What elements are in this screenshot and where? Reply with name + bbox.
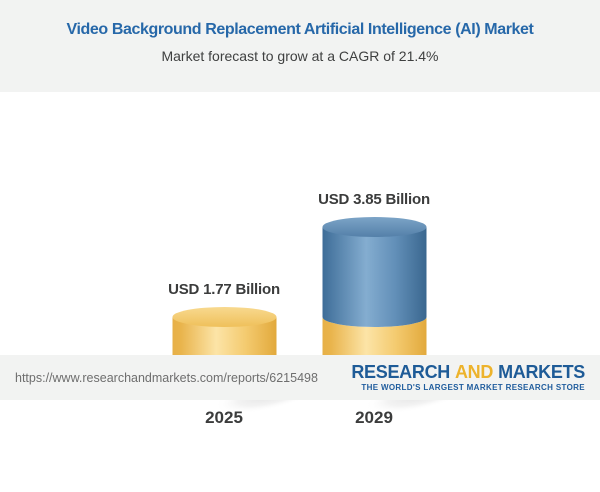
page-title: Video Background Replacement Artificial … [66, 21, 534, 38]
market-infographic: Video Background Replacement Artificial … [0, 0, 600, 427]
chart-area: USD 1.77 Billion USD 3.85 Billion 2025 2… [0, 92, 600, 427]
report-url: https://www.researchandmarkets.com/repor… [15, 370, 318, 385]
footer: https://www.researchandmarkets.com/repor… [0, 355, 600, 400]
category-label-2025: 2025 [205, 408, 243, 427]
research-and-markets-logo: RESEARCH AND MARKETS THE WORLD'S LARGEST… [351, 363, 585, 392]
value-label-2025: USD 1.77 Billion [168, 281, 280, 298]
page-subtitle: Market forecast to grow at a CAGR of 21.… [161, 48, 439, 64]
header: Video Background Replacement Artificial … [0, 0, 600, 92]
category-label-2029: 2029 [355, 408, 393, 427]
logo-word-research: RESEARCH [351, 362, 450, 382]
bar-2029-blue-segment [322, 227, 427, 327]
logo-wordmark: RESEARCH AND MARKETS [351, 363, 585, 381]
value-label-2029: USD 3.85 Billion [318, 191, 430, 208]
cylinder-bar-chart [172, 217, 482, 415]
logo-tagline: THE WORLD'S LARGEST MARKET RESEARCH STOR… [361, 383, 585, 392]
logo-word-markets: MARKETS [498, 362, 585, 382]
logo-word-and: AND [454, 362, 494, 382]
